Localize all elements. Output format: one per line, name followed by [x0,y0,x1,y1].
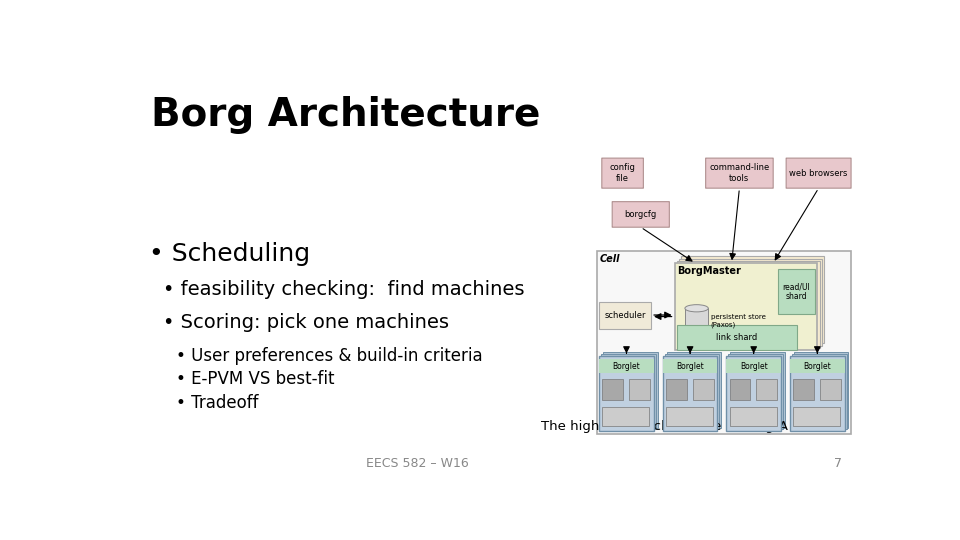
Text: • Scoring: pick one machines: • Scoring: pick one machines [162,313,448,332]
FancyBboxPatch shape [793,379,814,400]
Text: Borg Architecture: Borg Architecture [151,96,540,133]
FancyBboxPatch shape [603,407,649,426]
FancyBboxPatch shape [790,356,845,431]
Text: Borglet: Borglet [676,362,704,370]
FancyBboxPatch shape [727,356,780,431]
Text: borgcfg: borgcfg [625,210,657,219]
Text: command-line
tools: command-line tools [709,164,770,183]
Text: • Scheduling: • Scheduling [150,242,311,266]
FancyBboxPatch shape [666,353,721,428]
Text: • User preferences & build-in criteria: • User preferences & build-in criteria [176,347,483,366]
FancyBboxPatch shape [790,359,845,373]
FancyBboxPatch shape [666,379,686,400]
FancyBboxPatch shape [706,158,773,188]
Text: read/UI
shard: read/UI shard [782,282,810,301]
FancyBboxPatch shape [792,354,847,429]
FancyBboxPatch shape [794,353,849,428]
FancyBboxPatch shape [779,269,815,314]
Text: Borglet: Borglet [612,362,640,370]
Text: 7: 7 [833,457,842,470]
Text: Borglet: Borglet [740,362,768,370]
FancyBboxPatch shape [729,354,783,429]
FancyBboxPatch shape [677,261,820,348]
FancyBboxPatch shape [629,379,650,400]
Text: • feasibility checking:  find machines: • feasibility checking: find machines [162,280,524,299]
FancyBboxPatch shape [664,354,719,429]
Text: • Tradeoff: • Tradeoff [176,394,258,411]
FancyBboxPatch shape [596,251,852,434]
FancyBboxPatch shape [679,259,822,346]
FancyBboxPatch shape [666,407,713,426]
FancyBboxPatch shape [599,356,654,431]
Text: EECS 582 – W16: EECS 582 – W16 [366,457,469,470]
Text: link shard: link shard [716,333,757,342]
FancyBboxPatch shape [786,158,852,188]
FancyBboxPatch shape [603,379,623,400]
FancyBboxPatch shape [730,379,751,400]
FancyBboxPatch shape [682,256,825,343]
FancyBboxPatch shape [662,359,717,373]
FancyBboxPatch shape [693,379,713,400]
FancyBboxPatch shape [599,359,654,373]
Text: • E-PVM VS best-fit: • E-PVM VS best-fit [176,370,334,388]
Text: config
file: config file [610,164,636,183]
FancyBboxPatch shape [730,407,777,426]
FancyBboxPatch shape [603,353,658,428]
Text: persistent store
(Paxos): persistent store (Paxos) [710,314,765,328]
FancyBboxPatch shape [612,201,669,227]
Ellipse shape [684,305,708,312]
Text: Borglet: Borglet [804,362,831,370]
FancyBboxPatch shape [675,263,817,350]
Text: scheduler: scheduler [605,311,646,320]
FancyBboxPatch shape [793,407,840,426]
FancyBboxPatch shape [820,379,841,400]
FancyBboxPatch shape [677,325,797,350]
FancyBboxPatch shape [727,359,780,373]
FancyBboxPatch shape [602,158,643,188]
Text: Cell: Cell [600,253,620,264]
FancyBboxPatch shape [601,354,656,429]
FancyBboxPatch shape [662,356,717,431]
FancyBboxPatch shape [756,379,778,400]
Text: web browsers: web browsers [789,168,848,178]
Text: BorgMaster: BorgMaster [678,266,741,275]
FancyBboxPatch shape [684,308,708,335]
FancyBboxPatch shape [599,302,651,329]
Text: The high-level architecture of Borg(A Cell): The high-level architecture of Borg(A Ce… [541,420,823,433]
FancyBboxPatch shape [731,353,785,428]
